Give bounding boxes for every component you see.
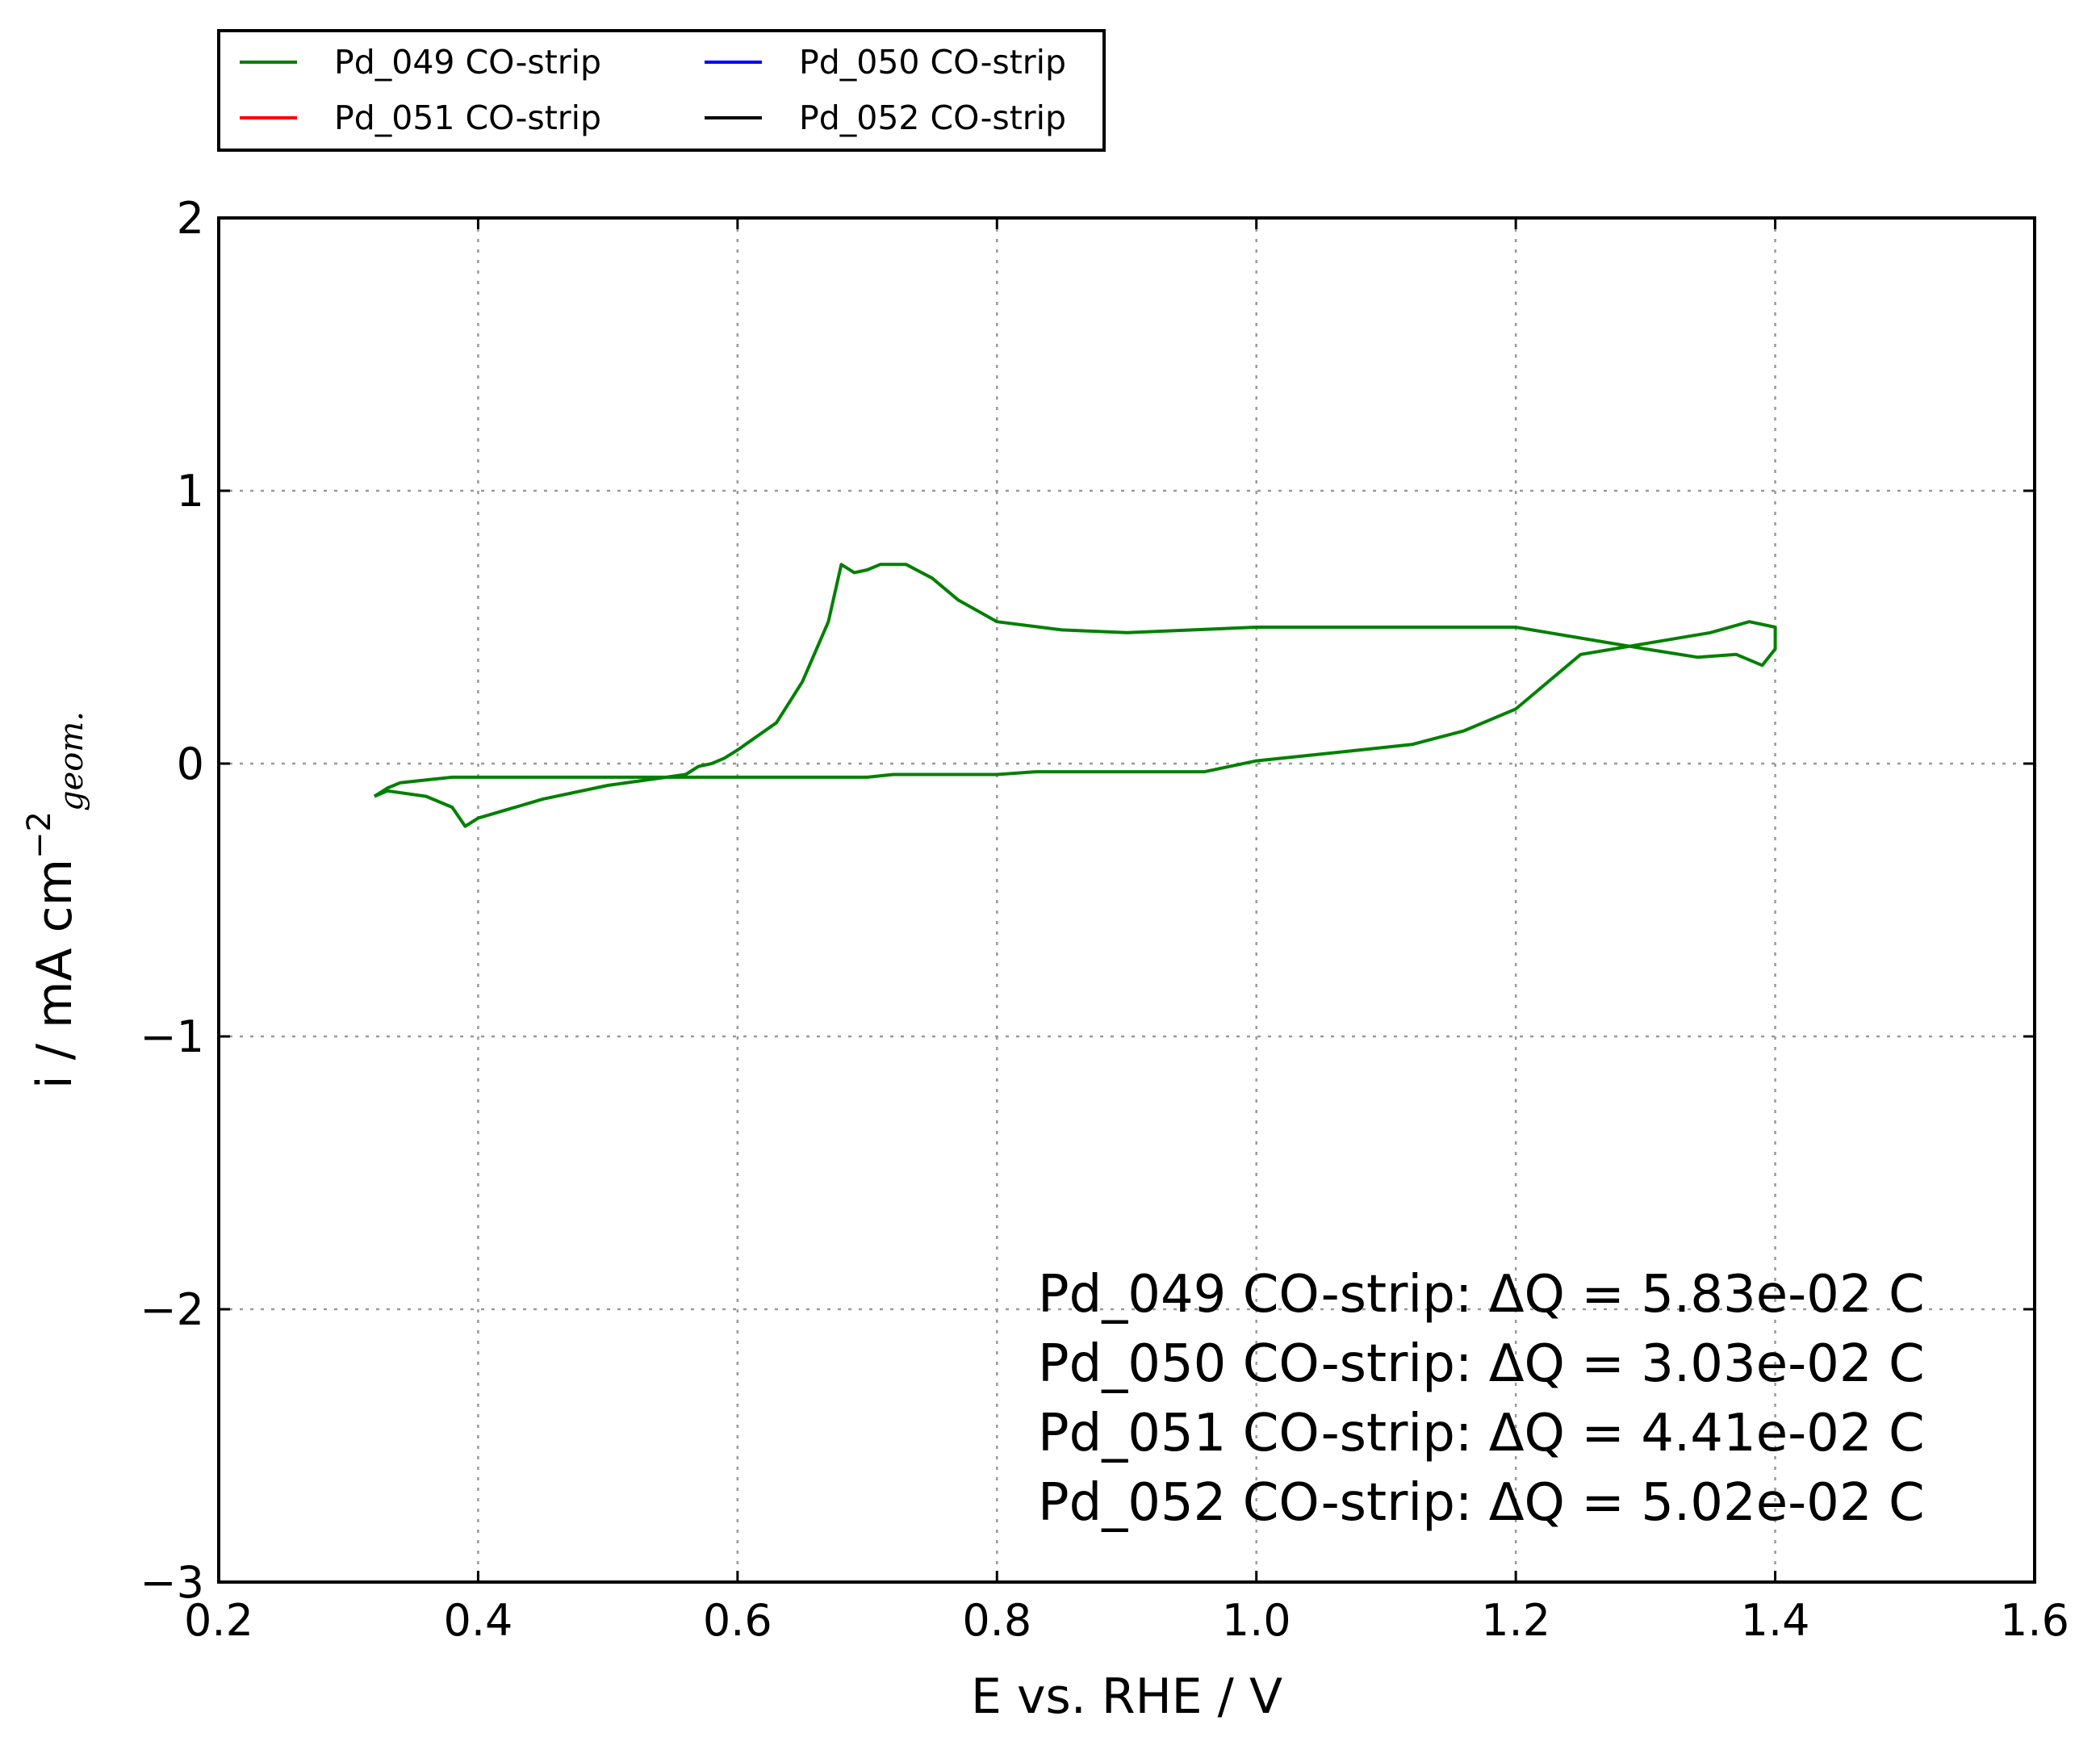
x-tick-label: 1.2 <box>1481 1595 1550 1646</box>
x-tick-label: 1.6 <box>2000 1595 2069 1646</box>
y-tick-label: 1 <box>177 466 204 517</box>
x-tick-label: 0.4 <box>443 1595 512 1646</box>
y-tick-label: −1 <box>140 1011 204 1062</box>
tick-layer: 0.2 0.4 0.6 0.8 1.0 1.2 1.4 1.6 −3 −2 −1 0 1 2 <box>140 193 2069 1646</box>
annotation-0: Pd_049 CO-strip: ΔQ = 5.83e-02 C <box>1038 1265 1925 1325</box>
x-tick-label: 1.4 <box>1741 1595 1810 1646</box>
x-axis-label: E vs. RHE / V <box>971 1668 1282 1725</box>
x-tick-label: 1.0 <box>1222 1595 1291 1646</box>
annotation-1: Pd_050 CO-strip: ΔQ = 3.03e-02 C <box>1038 1334 1925 1394</box>
y-tick-label: −2 <box>140 1284 204 1335</box>
x-tick-label: 0.2 <box>184 1595 253 1646</box>
y-tick-label: −3 <box>140 1557 204 1608</box>
series-layer <box>373 563 1777 828</box>
y-tick-label: 2 <box>177 193 204 244</box>
y-axis-label-sub: geom. <box>53 711 90 811</box>
annotation-2: Pd_051 CO-strip: ΔQ = 4.41e-02 C <box>1038 1404 1925 1463</box>
grid-layer <box>219 218 2035 1582</box>
legend-label-3: Pd_052 CO-strip <box>799 98 1066 137</box>
x-tick-label: 0.8 <box>962 1595 1031 1646</box>
plot-frame <box>217 216 2036 1584</box>
y-tick-label: 0 <box>177 739 204 789</box>
x-tick-label: 0.6 <box>703 1595 772 1646</box>
annotation-3: Pd_052 CO-strip: ΔQ = 5.02e-02 C <box>1038 1473 1925 1533</box>
legend-label-0: Pd_049 CO-strip <box>334 43 601 82</box>
legend-label-2: Pd_051 CO-strip <box>334 98 601 137</box>
legend-frame <box>217 29 1106 152</box>
y-axis-label-sup: −2 <box>21 811 58 859</box>
charge-annotations: Pd_049 CO-strip: ΔQ = 5.83e-02 C Pd_050 … <box>1038 1265 1925 1533</box>
y-axis-label: i / mA cm−2geom. <box>21 711 90 1089</box>
legend-label-1: Pd_050 CO-strip <box>799 43 1066 82</box>
y-axis-label-main: i / mA cm <box>27 859 83 1089</box>
legend: Pd_049 CO-strip Pd_050 CO-strip Pd_051 C… <box>217 29 1106 152</box>
series-line-0 <box>373 563 1777 828</box>
